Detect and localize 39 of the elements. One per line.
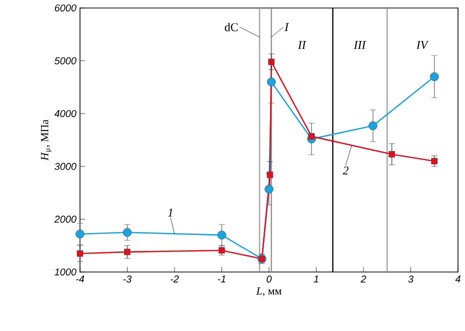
series-label: 2 bbox=[342, 166, 348, 174]
point bbox=[124, 248, 130, 256]
y-tick-label: 6000 bbox=[54, 4, 76, 12]
point bbox=[264, 184, 274, 194]
y-tick-label: 4000 bbox=[54, 110, 76, 118]
point bbox=[431, 158, 438, 164]
y-tick-label: 1000 bbox=[54, 268, 76, 276]
y-axis-title: H$_{μ}$, МПа bbox=[41, 120, 52, 161]
point bbox=[266, 172, 274, 178]
x-tick-label: -2 bbox=[170, 276, 179, 282]
y-tick-label: 3000 bbox=[54, 162, 76, 170]
annotation: III bbox=[354, 41, 366, 49]
series-label: 1 bbox=[168, 208, 172, 217]
x-tick-label: -1 bbox=[218, 276, 226, 282]
point bbox=[218, 247, 225, 254]
annotation: IV bbox=[416, 40, 429, 49]
x-tick-label: 1 bbox=[314, 276, 318, 282]
point bbox=[388, 151, 396, 158]
point bbox=[217, 230, 226, 240]
x-tick-label: -4 bbox=[76, 276, 84, 282]
x-tick-label: 2 bbox=[360, 276, 366, 282]
x-tick-label: -3 bbox=[123, 276, 132, 283]
x-tick-label: 0 bbox=[266, 276, 272, 283]
annotation: II bbox=[298, 41, 306, 49]
x-axis-title: L, мм bbox=[256, 287, 282, 296]
point bbox=[76, 230, 84, 238]
x-tick-label: 3 bbox=[408, 276, 414, 283]
y-tick-label: 5000 bbox=[54, 57, 76, 64]
point bbox=[268, 58, 275, 66]
y-tick-label: 2000 bbox=[54, 216, 76, 223]
x-tick-label: 4 bbox=[455, 276, 460, 282]
point bbox=[76, 250, 84, 257]
point bbox=[122, 228, 132, 237]
point bbox=[368, 121, 378, 130]
point bbox=[308, 133, 315, 140]
point bbox=[430, 72, 439, 82]
ref-line-label: dC bbox=[224, 22, 238, 32]
point bbox=[266, 78, 276, 86]
ref-line-label: I bbox=[284, 23, 290, 31]
